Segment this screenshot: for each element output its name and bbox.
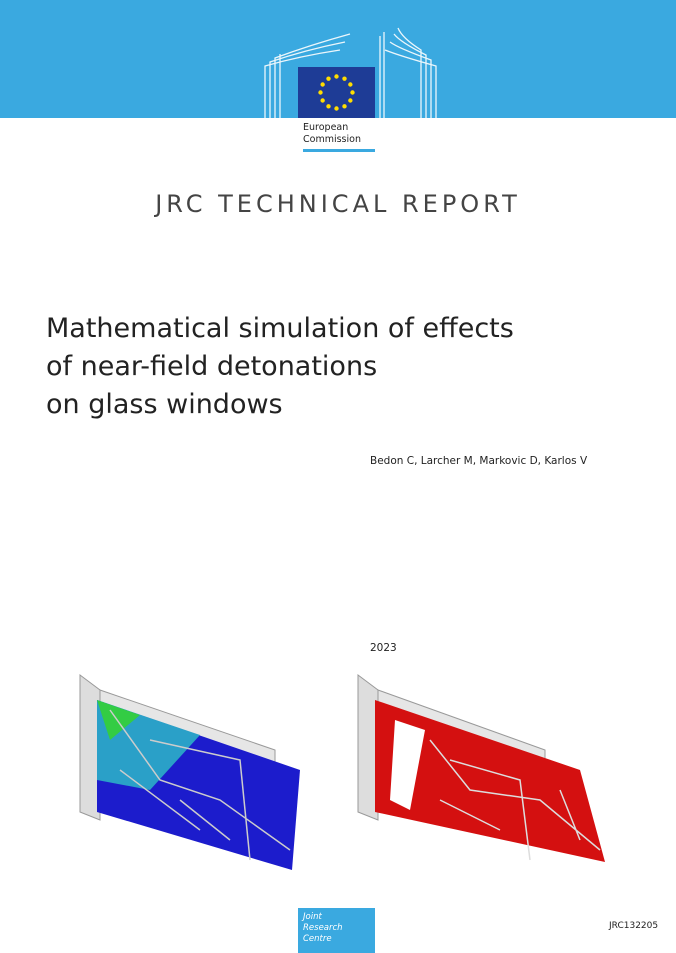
report-id: JRC132205 [609,921,659,931]
building-logo [264,27,437,118]
star [318,90,323,95]
jrc-logo [298,908,375,953]
star [326,104,331,109]
year: 2023 [370,642,397,654]
authors: Bedon C, Larcher M, Markovic D, Karlos V [370,455,588,467]
star [320,98,325,103]
logo-line: Research [303,923,343,933]
logo-line: Centre [303,934,332,944]
star [348,98,353,103]
title-line: of near-field detonations [46,351,378,382]
logo-underline [303,149,375,152]
star [326,76,331,81]
star [334,74,339,79]
simulation-right [357,674,605,862]
organization-line: Commission [303,134,361,145]
star [350,90,355,95]
title-line: Mathematical simulation of effects [46,313,514,344]
logo-line: Joint [303,912,322,922]
jrc-logo-text: Joint Research Centre [303,912,343,945]
star [348,82,353,87]
title: Mathematical simulation of effects of ne… [46,310,514,424]
title-line: on glass windows [46,389,283,420]
organization-line: European [303,122,349,133]
star [342,104,347,109]
simulation-left [79,674,300,870]
organization-name: European Commission [303,122,361,146]
star [334,106,339,111]
star [320,82,325,87]
star [342,76,347,81]
flag-stars [318,74,355,111]
report-type: JRC TECHNICAL REPORT [155,190,521,218]
